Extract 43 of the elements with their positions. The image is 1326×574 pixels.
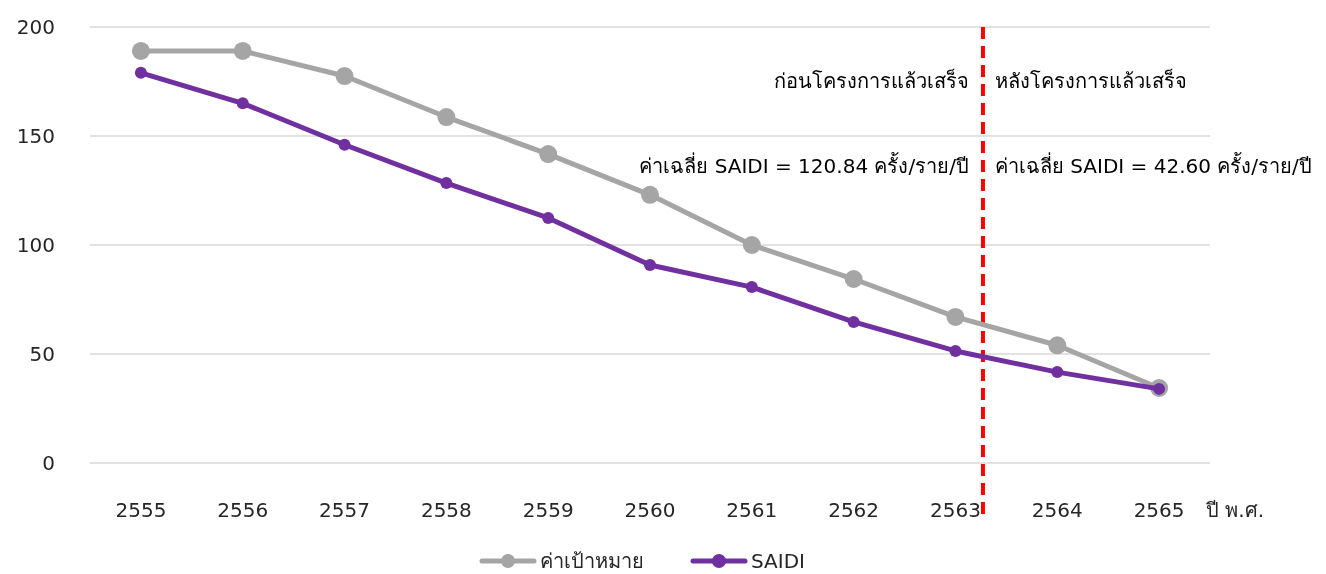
x-tick-label: 2555 <box>115 498 167 522</box>
point <box>742 236 761 254</box>
point <box>949 344 962 357</box>
point <box>233 41 252 60</box>
point <box>131 41 150 60</box>
x-tick-label: 2559 <box>522 498 574 522</box>
legend-label: SAIDI <box>751 549 805 573</box>
point <box>338 138 351 151</box>
point <box>847 315 860 328</box>
y-tick-label: 50 <box>29 342 55 366</box>
point <box>440 177 453 190</box>
x-tick-label: 2556 <box>217 498 269 522</box>
y-tick-label: 150 <box>16 124 55 148</box>
annotation: ก่อนโครงการแล้วเสร็จ <box>773 68 969 93</box>
x-tick-label: 2564 <box>1031 498 1083 522</box>
x-tick-label: 2562 <box>828 498 880 522</box>
point <box>335 67 354 86</box>
x-tick-label: 2565 <box>1133 498 1185 522</box>
y-tick-label: 200 <box>16 15 55 39</box>
legend-label: ค่าเป้าหมาย <box>540 549 644 573</box>
point <box>844 270 863 289</box>
y-tick-label: 0 <box>42 451 55 475</box>
point <box>134 66 147 79</box>
x-tick-label: 2557 <box>319 498 370 522</box>
point <box>437 108 456 127</box>
point <box>539 145 558 164</box>
y-tick-label: 100 <box>16 233 55 257</box>
point <box>236 97 249 110</box>
x-tick-label: 2563 <box>930 498 981 522</box>
x-tick-label: 2561 <box>726 498 778 522</box>
x-tick-label: 2560 <box>624 498 676 522</box>
point <box>1051 366 1064 379</box>
x-tick-label: 2558 <box>420 498 472 522</box>
point <box>1048 336 1067 355</box>
point <box>542 211 555 224</box>
annotation: ค่าเฉลี่ย SAIDI = 120.84 ครั้ง/ราย/ปี <box>639 152 969 178</box>
point <box>745 281 758 294</box>
annotation: ค่าเฉลี่ย SAIDI = 42.60 ครั้ง/ราย/ปี <box>994 152 1312 178</box>
point <box>946 307 965 326</box>
annotation: หลังโครงการแล้วเสร็จ <box>994 68 1187 93</box>
point <box>644 259 656 272</box>
x-axis-title: ปี พ.ศ. <box>1206 498 1265 522</box>
point <box>641 185 659 204</box>
